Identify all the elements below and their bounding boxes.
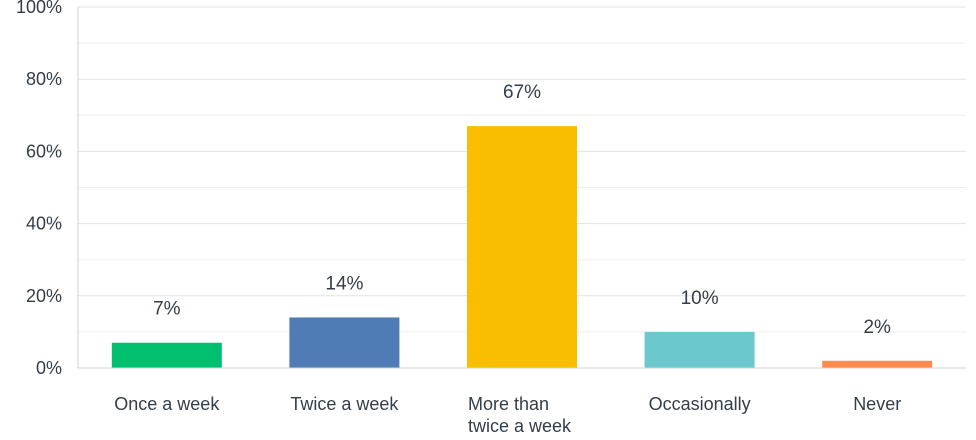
y-tick-label: 40% [26,214,62,234]
bar-3 [644,331,755,368]
x-tick-label: Twice a week [290,394,399,414]
y-axis: 0% 20% 40% 60% 80% 100% [16,0,79,378]
x-tick-label: twice a week [468,416,572,436]
bar-4 [822,360,933,368]
x-tick-label: More than [468,394,549,414]
bars [111,126,933,368]
data-label: 14% [325,273,363,294]
y-tick-label: 100% [16,0,62,17]
data-label: 67% [503,82,541,103]
bar-1 [289,317,400,368]
data-labels: 7% 14% 67% 10% 2% [153,82,891,338]
data-label: 7% [153,299,181,320]
data-label: 10% [681,288,719,309]
y-tick-label: 20% [26,286,62,306]
y-tick-label: 0% [36,358,62,378]
bar-0 [111,342,222,368]
bar-2 [467,126,577,368]
x-tick-label: Occasionally [649,394,751,414]
x-tick-label: Never [853,394,901,414]
y-tick-label: 80% [26,69,62,89]
y-tick-label: 60% [26,141,62,161]
data-label: 2% [863,317,891,338]
x-tick-label: Once a week [114,394,220,414]
